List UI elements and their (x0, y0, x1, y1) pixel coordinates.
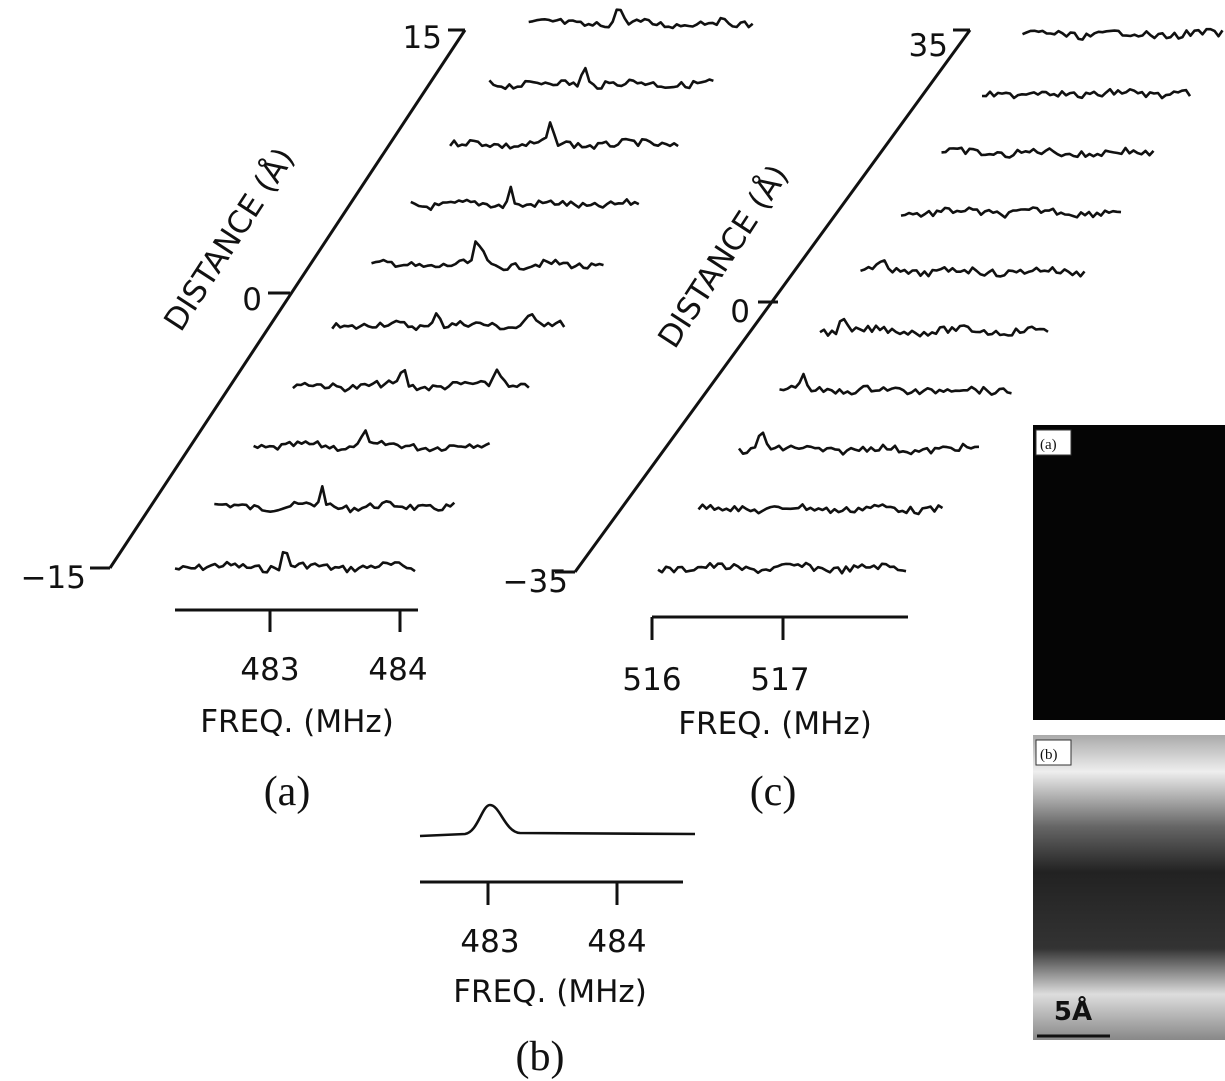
spectrum-trace (900, 206, 1122, 219)
spectrum-trace (292, 368, 530, 393)
panel-c-axes (555, 28, 972, 640)
spectrum-trace (174, 550, 416, 574)
x-tick-label: 517 (750, 662, 809, 698)
spectrum-trace (214, 485, 456, 514)
image-top (1033, 425, 1225, 720)
scale-bar-label: 5Å (1054, 995, 1092, 1027)
y-tick-label: −15 (21, 560, 86, 596)
panel-label: (c) (750, 769, 797, 815)
spectrum-trace (819, 317, 1049, 338)
y-tick-label: 0 (242, 282, 262, 318)
spectrum-trace (1021, 27, 1224, 41)
spectrum-trace (941, 146, 1155, 159)
spectrum-trace (331, 312, 566, 332)
spectrum-trace (528, 8, 754, 30)
x-axis-title: FREQ. (MHz) (678, 706, 872, 742)
spectrum-trace (253, 429, 491, 453)
panel-label: (b) (516, 1034, 565, 1080)
spectrum-trace (657, 561, 907, 575)
spectrum-trace (981, 87, 1192, 100)
x-axis-title: FREQ. (MHz) (453, 974, 647, 1010)
y-tick-label: 15 (403, 20, 442, 56)
panel-label: (a) (264, 769, 311, 815)
x-tick-label: 484 (587, 924, 646, 960)
spectrum-trace (737, 431, 980, 456)
spectrum-trace (860, 259, 1086, 278)
x-tick-label: 483 (460, 924, 519, 960)
spectrum-trace (779, 372, 1012, 396)
spectra (174, 8, 1224, 575)
y-axis-title: DISTANCE (Å) (651, 159, 796, 355)
spectrum-trace (449, 121, 679, 150)
image-label: (b) (1040, 747, 1058, 763)
y-tick-label: −35 (503, 564, 568, 600)
y-tick-label: 0 (730, 294, 750, 330)
x-axis-title: FREQ. (MHz) (200, 704, 394, 740)
label-box (1035, 739, 1072, 766)
x-tick-label: 484 (368, 652, 427, 688)
label-box (1035, 429, 1072, 456)
y-tick-label: 35 (909, 28, 948, 64)
spectrum-trace (697, 503, 944, 516)
x-tick-label: 516 (622, 662, 681, 698)
spectrum-trace (488, 66, 714, 91)
image-bottom (1033, 735, 1225, 1040)
x-tick-label: 483 (240, 652, 299, 688)
spectrum-trace (371, 240, 604, 272)
spectrum-trace (410, 185, 640, 211)
image-label: (a) (1040, 437, 1057, 453)
panel-a-axes (90, 28, 467, 632)
panel-b-axes (419, 803, 696, 905)
